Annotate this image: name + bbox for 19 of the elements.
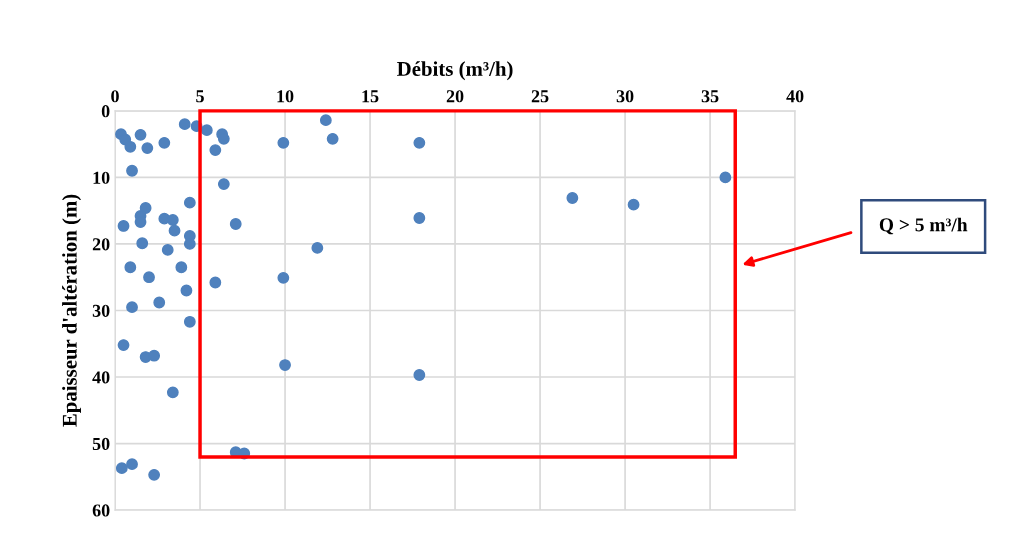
x-tick-label: 35 xyxy=(701,90,719,103)
x-tick-label: 30 xyxy=(616,90,634,103)
x-tick-label: 5 xyxy=(196,90,204,103)
y-tick-label: 40 xyxy=(92,371,110,384)
y-axis-title: Epaisseur d'altération (m) xyxy=(62,194,81,427)
x-tick-label: 20 xyxy=(446,90,464,103)
y-tick-label: 10 xyxy=(93,171,110,184)
x-tick-label: 25 xyxy=(531,90,549,103)
x-tick-label: 10 xyxy=(277,90,294,103)
y-tick-label: 60 xyxy=(92,504,110,517)
y-tick-label: 50 xyxy=(92,437,110,450)
x-tick-label: 15 xyxy=(362,90,379,103)
y-tick-label: 30 xyxy=(92,304,110,317)
x-tick-label: 0 xyxy=(111,90,119,103)
y-tick-label: 20 xyxy=(92,238,110,251)
x-tick-label: 40 xyxy=(786,90,804,103)
text: Q > 5 m³/h xyxy=(879,217,968,235)
x-axis-title: Débits (m³/h) xyxy=(397,61,513,81)
y-tick-label: 0 xyxy=(101,105,110,118)
